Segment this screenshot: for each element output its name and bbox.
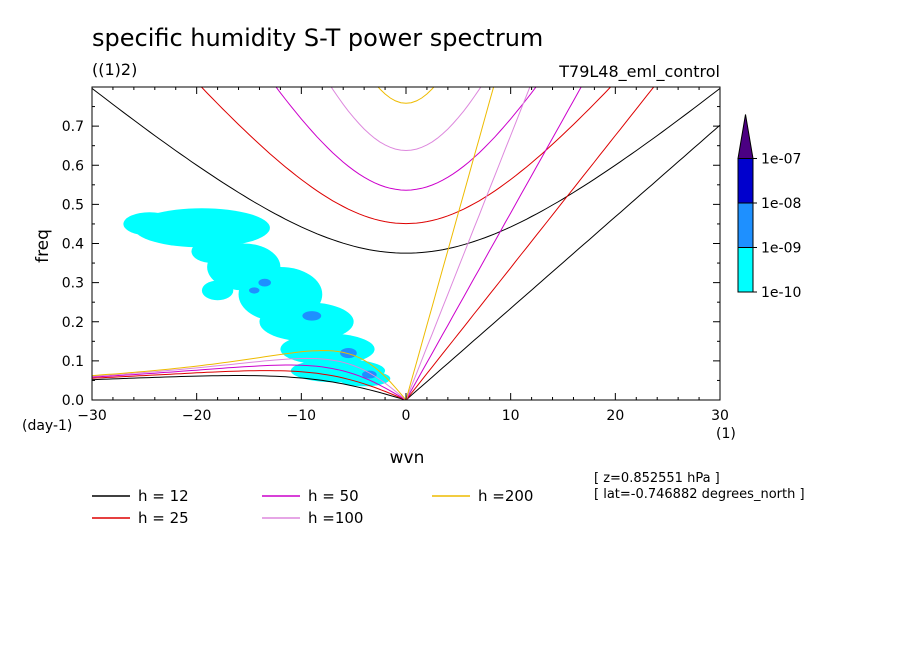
dispersion-curve	[92, 88, 720, 254]
chart-title: specific humidity S-T power spectrum	[92, 24, 543, 52]
y-tick-label: 0.3	[62, 276, 84, 292]
colorbar-segment	[737, 247, 754, 293]
legend: h = 12 h = 25 h = 50 h =100 h =200	[92, 487, 533, 527]
y-tick-label: 0.7	[62, 119, 84, 135]
y-tick-label: 0.6	[62, 158, 84, 174]
colorbar-extend-arrow	[737, 114, 754, 159]
dispersion-curve	[405, 87, 655, 400]
power-region	[191, 239, 234, 264]
power-region	[123, 212, 176, 236]
dispersion-curves	[92, 87, 720, 400]
dispersion-curve	[92, 349, 407, 400]
axes: −30 −20 −10 0 10 20 30 0.0 0.1 0.2 0.3 0.4 0.5 0.6 0.7	[62, 87, 729, 424]
power-region	[259, 302, 354, 342]
y-axis-label: freq	[33, 229, 53, 263]
subtitle-right: T79L48_eml_control	[558, 62, 720, 82]
y-tick-label: 0.5	[62, 197, 84, 213]
colorbar: 1e-10 1e-09 1e-08 1e-07	[737, 114, 801, 301]
dispersion-curve	[405, 87, 531, 400]
y-unit-label: (day-1)	[22, 418, 72, 434]
dispersion-curve	[92, 375, 407, 400]
x-tick-label: 20	[606, 408, 624, 424]
dispersion-curve	[405, 124, 720, 400]
note-z: [ z=0.852551 hPa ]	[594, 471, 720, 486]
subtitle-left: ((1)2)	[92, 60, 137, 79]
dispersion-curve	[405, 87, 495, 400]
y-tick-label: 0.1	[62, 354, 84, 370]
colorbar-segment	[737, 158, 754, 204]
dispersion-curve	[275, 87, 537, 191]
x-tick-label: −30	[77, 408, 107, 424]
x-axis-label: wvn	[390, 448, 425, 468]
power-region	[337, 370, 391, 387]
dispersion-curve	[377, 87, 435, 104]
power-region	[340, 347, 357, 359]
power-region	[201, 280, 234, 301]
x-tick-label: 30	[711, 408, 729, 424]
x-tick-label: −10	[287, 408, 317, 424]
power-region	[302, 311, 322, 321]
legend-label: h = 12	[138, 487, 189, 505]
legend-label: h =200	[478, 487, 533, 505]
x-unit-label: (1)	[716, 426, 736, 442]
colorbar-label: 1e-09	[761, 241, 801, 257]
colorbar-segment	[737, 202, 754, 248]
colorbar-label: 1e-08	[761, 196, 801, 212]
legend-label: h = 25	[138, 509, 189, 527]
dispersion-curve	[92, 364, 407, 400]
colorbar-label: 1e-10	[761, 285, 801, 301]
dispersion-curve	[405, 87, 582, 400]
dispersion-curve	[92, 357, 407, 400]
power-regions	[123, 208, 391, 387]
dispersion-curve	[200, 87, 612, 225]
legend-label: h = 50	[308, 487, 359, 505]
y-tick-label: 0.0	[62, 393, 84, 409]
dispersion-curve	[330, 87, 482, 152]
power-region	[249, 287, 260, 294]
x-tick-label: 10	[502, 408, 520, 424]
x-tick-label: −20	[182, 408, 212, 424]
y-tick-label: 0.2	[62, 315, 84, 331]
dispersion-curve	[92, 370, 407, 400]
note-lat: [ lat=-0.746882 degrees_north ]	[594, 487, 805, 502]
y-tick-label: 0.4	[62, 237, 84, 253]
power-region	[258, 278, 271, 287]
x-tick-label: 0	[402, 408, 411, 424]
legend-label: h =100	[308, 509, 363, 527]
colorbar-label: 1e-07	[761, 152, 801, 168]
power-region	[362, 370, 377, 379]
